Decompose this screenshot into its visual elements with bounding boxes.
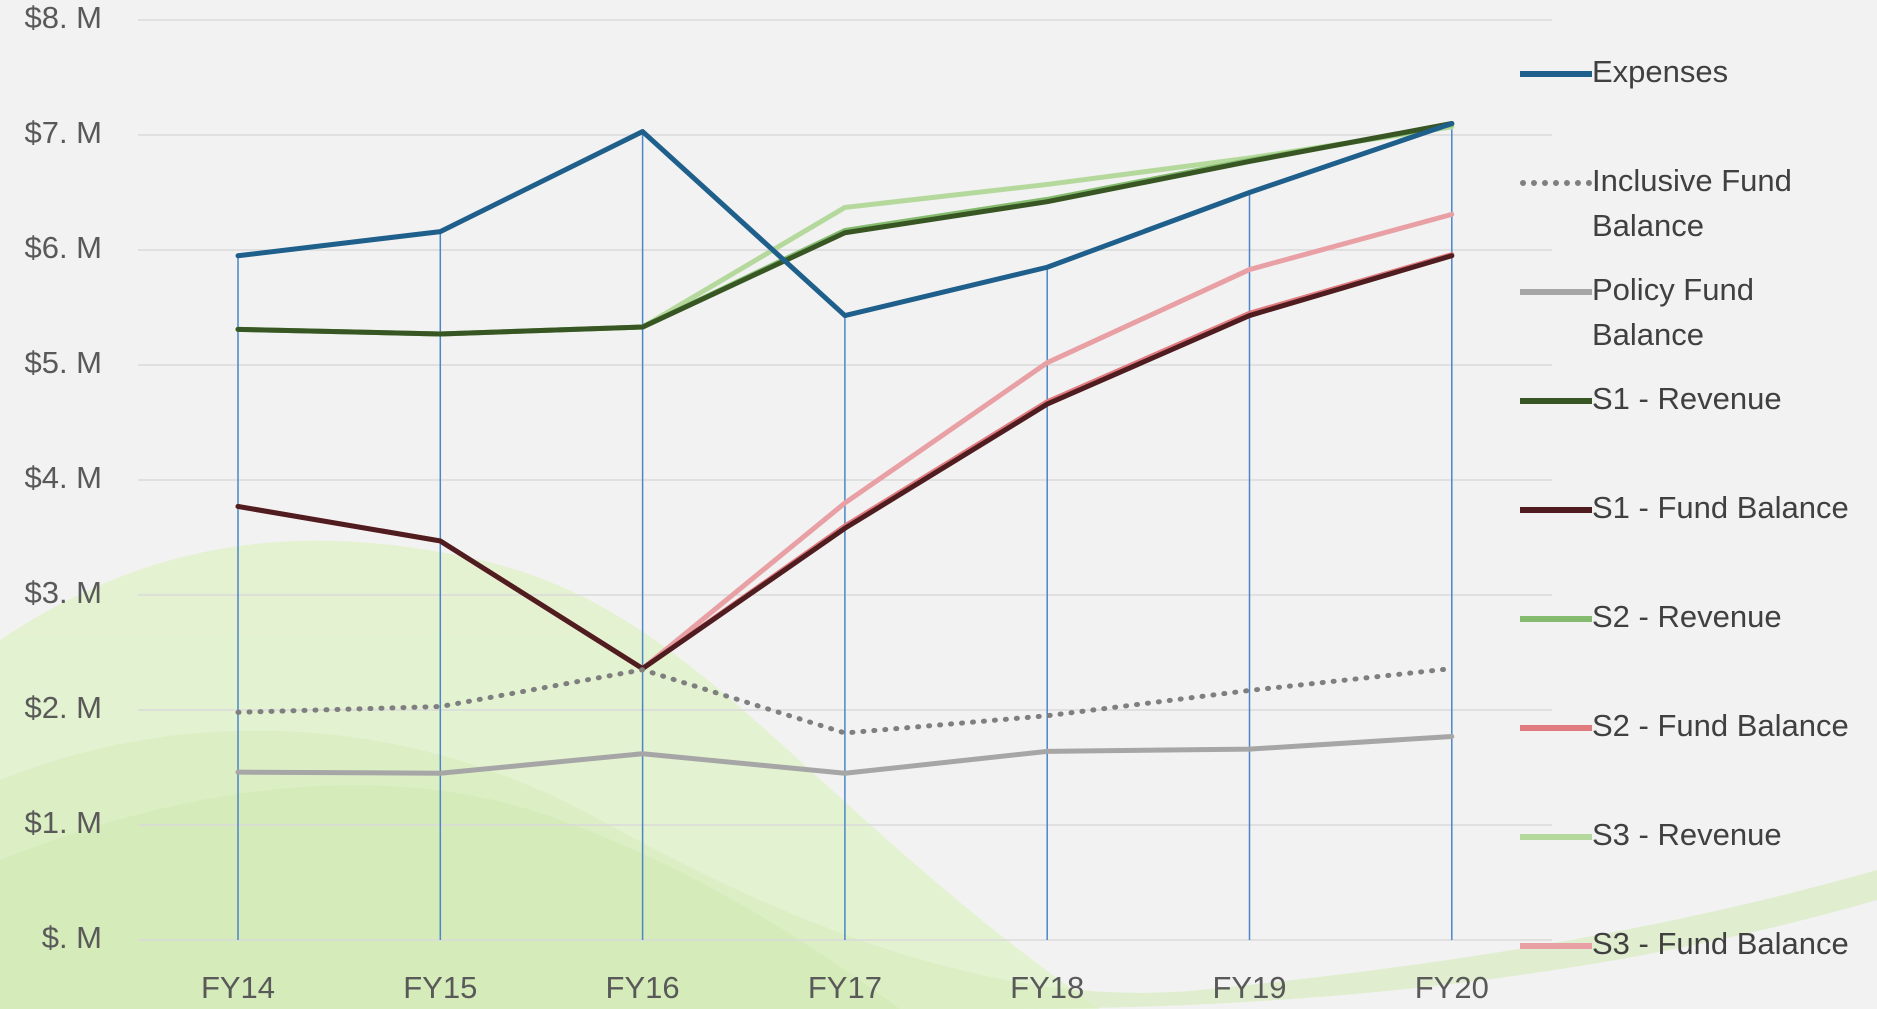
- x-tick-label: FY14: [201, 970, 275, 1005]
- legend-swatch: [1520, 71, 1592, 77]
- legend-item: Policy Fund Balance: [1520, 267, 1875, 357]
- page: $. M $1. M $2. M $3. M $4. M $5. M $6. M $7. M $…: [0, 0, 1877, 1009]
- y-tick-label: $4. M: [24, 460, 102, 495]
- series-line: [238, 124, 1452, 316]
- legend-label: Policy Fund Balance: [1592, 267, 1862, 357]
- legend-item: S3 - Fund Balance: [1520, 921, 1875, 966]
- legend-item: S1 - Revenue: [1520, 376, 1875, 421]
- legend-label: S1 - Revenue: [1592, 376, 1862, 421]
- x-tick-label: FY20: [1415, 970, 1489, 1005]
- legend-swatch: [1520, 616, 1592, 622]
- legend-label: Expenses: [1592, 49, 1862, 94]
- legend-label: Inclusive Fund Balance: [1592, 158, 1862, 248]
- x-tick-label: FY15: [403, 970, 477, 1005]
- legend-swatch: [1520, 725, 1592, 731]
- y-tick-label: $5. M: [24, 345, 102, 380]
- legend-label: S2 - Revenue: [1592, 594, 1862, 639]
- legend-item: Expenses: [1520, 49, 1875, 94]
- legend-item: Inclusive Fund Balance: [1520, 158, 1875, 248]
- y-tick-label: $3. M: [24, 575, 102, 610]
- y-tick-label: $7. M: [24, 115, 102, 150]
- legend-item: S3 - Revenue: [1520, 812, 1875, 857]
- x-tick-label: FY18: [1010, 970, 1084, 1005]
- legend-swatch: [1520, 834, 1592, 840]
- legend-item: S2 - Revenue: [1520, 594, 1875, 639]
- legend-label: S3 - Revenue: [1592, 812, 1862, 857]
- legend-item: S2 - Fund Balance: [1520, 703, 1875, 748]
- y-tick-label: $8. M: [24, 0, 102, 35]
- legend-swatch: [1520, 180, 1592, 186]
- legend-label: S2 - Fund Balance: [1592, 703, 1862, 748]
- y-tick-label: $2. M: [24, 690, 102, 725]
- legend-label: S3 - Fund Balance: [1592, 921, 1862, 966]
- y-tick-label: $1. M: [24, 805, 102, 840]
- y-tick-label: $. M: [42, 920, 102, 955]
- legend-swatch: [1520, 507, 1592, 513]
- legend-swatch: [1520, 943, 1592, 949]
- legend-swatch: [1520, 289, 1592, 295]
- y-tick-label: $6. M: [24, 230, 102, 265]
- x-tick-label: FY17: [808, 970, 882, 1005]
- x-tick-label: FY19: [1212, 970, 1286, 1005]
- legend-label: S1 - Fund Balance: [1592, 485, 1862, 530]
- legend-swatch: [1520, 398, 1592, 404]
- x-tick-label: FY16: [606, 970, 680, 1005]
- legend-item: S1 - Fund Balance: [1520, 485, 1875, 530]
